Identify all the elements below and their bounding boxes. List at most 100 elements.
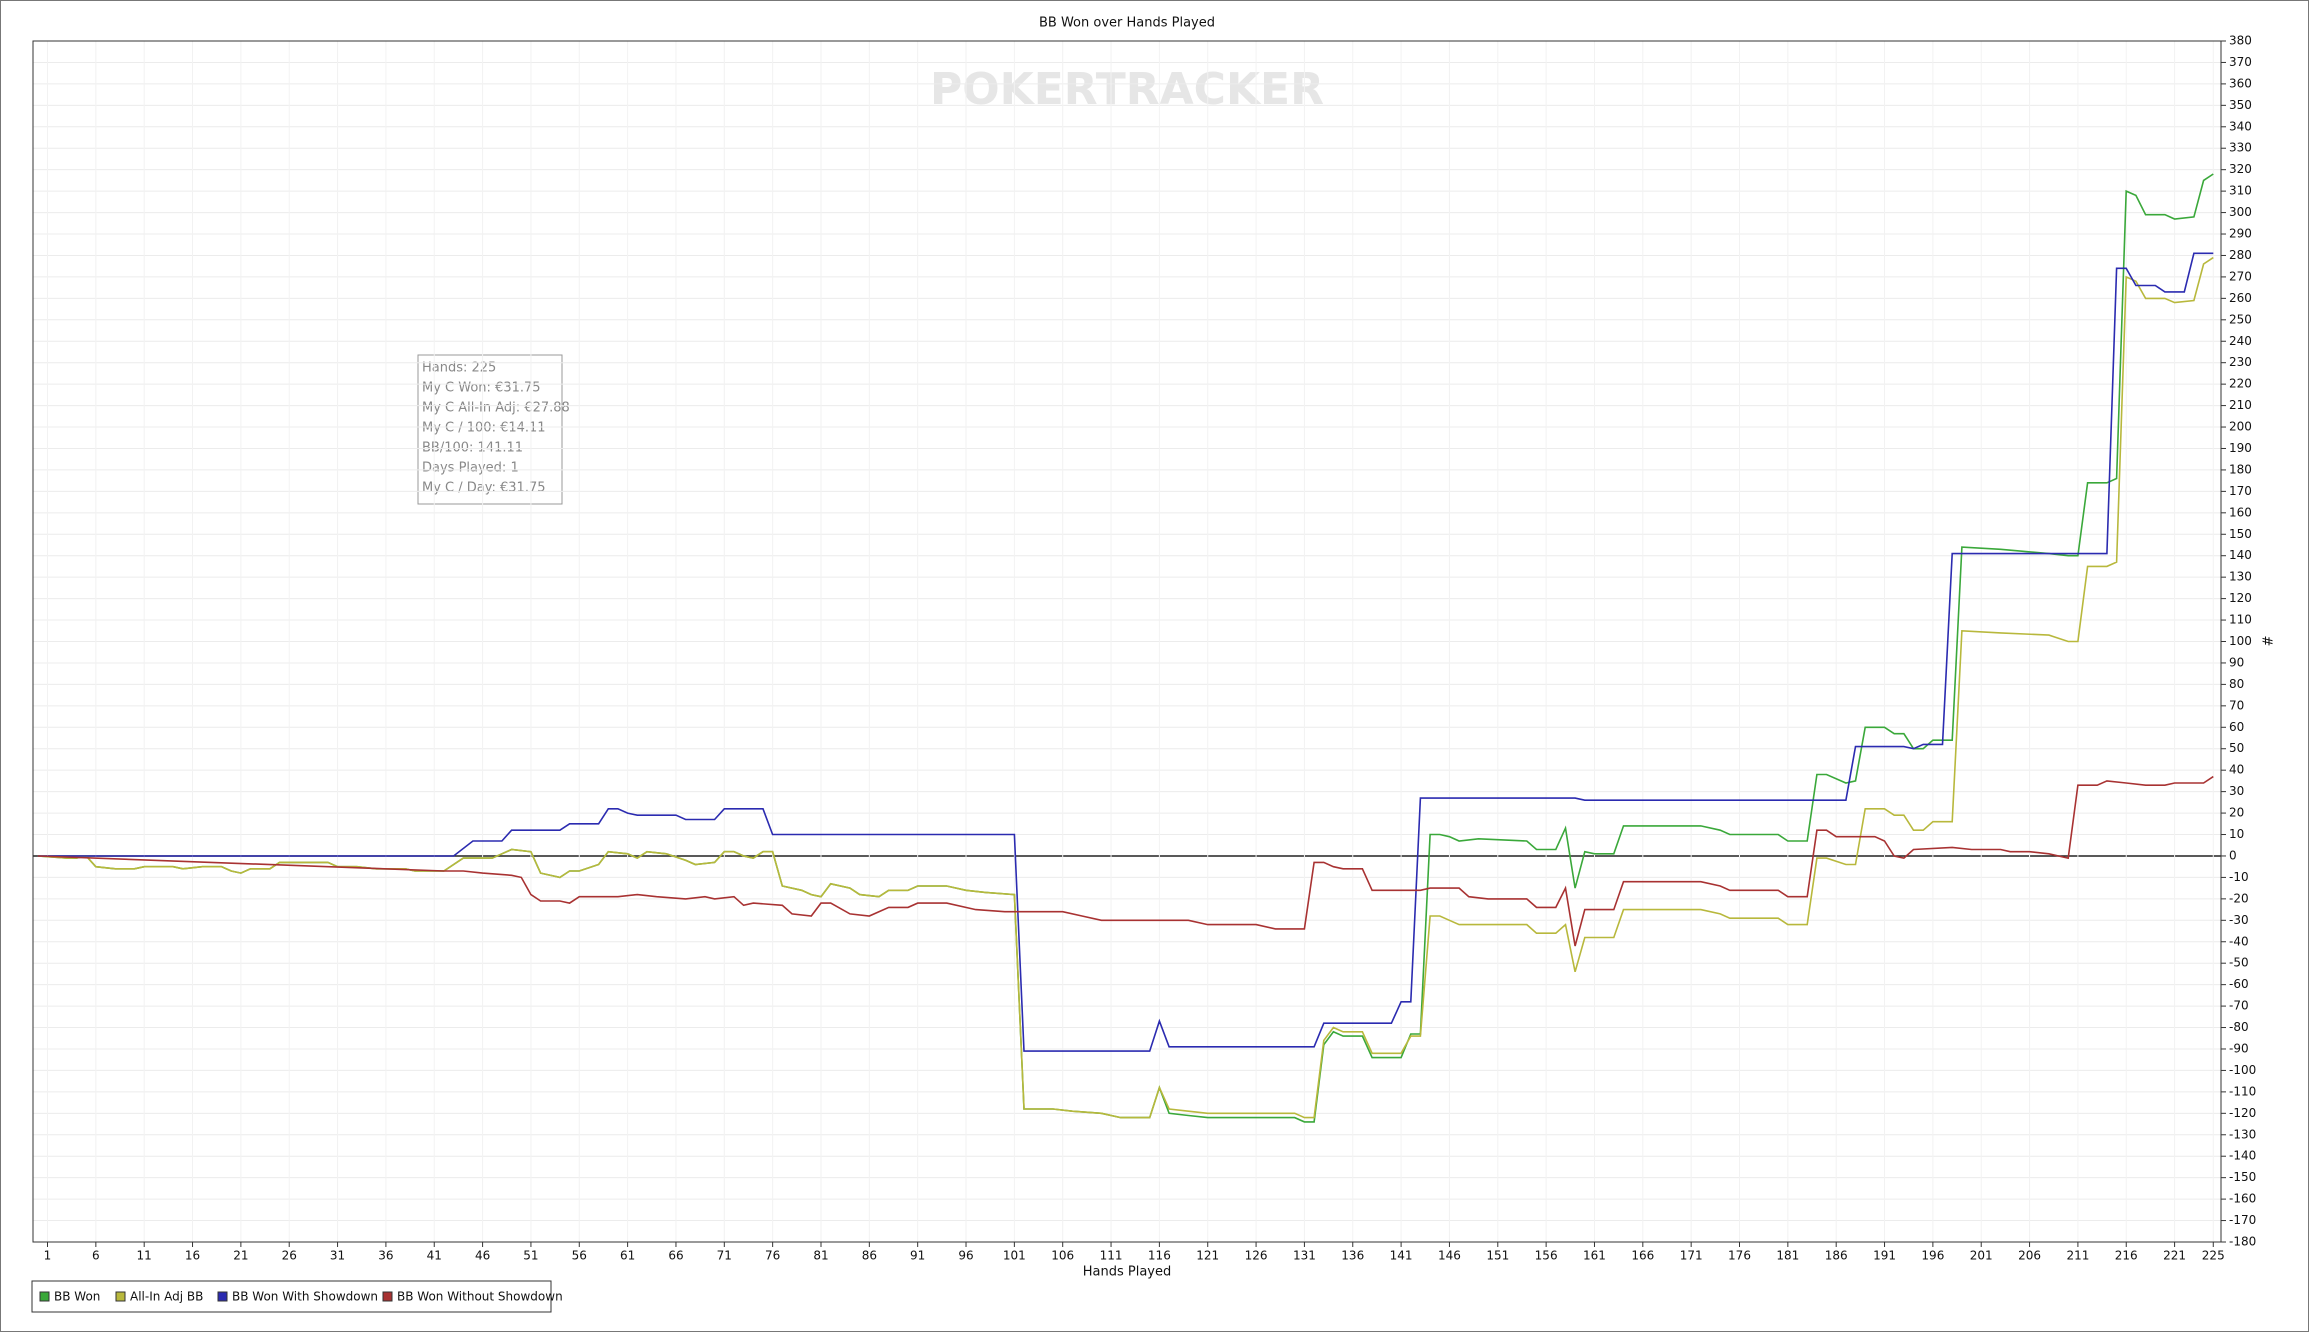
y-tick-label: 170 bbox=[2229, 484, 2252, 498]
tooltip: Hands: 225 My C Won: €31.75 My C All-In Ad… bbox=[417, 354, 570, 505]
y-tick-label: -120 bbox=[2229, 1106, 2256, 1120]
y-tick-label: 100 bbox=[2229, 634, 2252, 648]
y-tick-label: 370 bbox=[2229, 55, 2252, 69]
y-tick-label: 380 bbox=[2229, 34, 2252, 48]
x-tick-label: 46 bbox=[475, 1249, 490, 1263]
x-tick-label: 31 bbox=[330, 1249, 345, 1263]
tooltip-line: My C / 100: €14.11 bbox=[422, 421, 546, 436]
x-tick-label: 201 bbox=[1970, 1249, 1993, 1263]
x-tick-label: 196 bbox=[1921, 1249, 1944, 1263]
y-tick-label: 160 bbox=[2229, 505, 2252, 519]
tooltip-line: My C / Day: €31.75 bbox=[422, 481, 546, 496]
x-tick-label: 151 bbox=[1486, 1249, 1509, 1263]
y-tick-label: -110 bbox=[2229, 1084, 2256, 1098]
legend-swatch bbox=[39, 1291, 50, 1302]
x-tick-label: 6 bbox=[92, 1249, 100, 1263]
x-tick-label: 171 bbox=[1680, 1249, 1703, 1263]
x-tick-label: 221 bbox=[2163, 1249, 2186, 1263]
series-line bbox=[37, 252, 2214, 1052]
y-tick-label: 300 bbox=[2229, 205, 2252, 219]
x-tick-label: 131 bbox=[1293, 1249, 1316, 1263]
x-tick-label: 216 bbox=[2115, 1249, 2138, 1263]
plot-frame bbox=[32, 40, 2222, 1243]
legend: BB Won All-In Adj BB BB Won With Showdown B… bbox=[31, 1280, 563, 1313]
y-tick-label: 150 bbox=[2229, 527, 2252, 541]
x-tick-label: 156 bbox=[1535, 1249, 1558, 1263]
x-tick-label: 1 bbox=[44, 1249, 52, 1263]
y-tick-label: 30 bbox=[2229, 784, 2244, 798]
x-tick-label: 56 bbox=[572, 1249, 587, 1263]
y-tick-label: -130 bbox=[2229, 1127, 2256, 1141]
y-tick-label: -140 bbox=[2229, 1149, 2256, 1163]
tooltip-line: My C Won: €31.75 bbox=[422, 381, 541, 396]
x-tick-label: 126 bbox=[1245, 1249, 1268, 1263]
y-tick-label: 290 bbox=[2229, 227, 2252, 241]
y-tick-label: 280 bbox=[2229, 248, 2252, 262]
y-tick-label: -30 bbox=[2229, 913, 2249, 927]
y-axis-label: # bbox=[2259, 636, 2274, 647]
y-tick-label: 60 bbox=[2229, 720, 2244, 734]
x-tick-label: 101 bbox=[1003, 1249, 1026, 1263]
x-tick-label: 81 bbox=[813, 1249, 828, 1263]
x-tick-label: 71 bbox=[717, 1249, 732, 1263]
legend-box bbox=[31, 1280, 552, 1313]
x-tick-label: 26 bbox=[282, 1249, 297, 1263]
y-tick-label: -80 bbox=[2229, 1020, 2249, 1034]
x-tick-label: 16 bbox=[185, 1249, 200, 1263]
y-tick-label: 40 bbox=[2229, 763, 2244, 777]
x-tick-label: 206 bbox=[2018, 1249, 2041, 1263]
y-tick-label: 360 bbox=[2229, 76, 2252, 90]
y-tick-label: 0 bbox=[2229, 848, 2237, 862]
chart-title: BB Won over Hands Played bbox=[1039, 16, 1215, 31]
legend-label: BB Won Without Showdown bbox=[397, 1290, 563, 1304]
x-tick-label: 141 bbox=[1390, 1249, 1413, 1263]
x-tick-label: 191 bbox=[1873, 1249, 1896, 1263]
x-tick-label: 106 bbox=[1051, 1249, 1074, 1263]
y-tick-label: 120 bbox=[2229, 591, 2252, 605]
x-tick-label: 111 bbox=[1100, 1249, 1123, 1263]
y-tick-label: 230 bbox=[2229, 355, 2252, 369]
x-tick-label: 61 bbox=[620, 1249, 635, 1263]
legend-label: BB Won With Showdown bbox=[232, 1290, 378, 1304]
y-tick-label: 110 bbox=[2229, 613, 2252, 627]
y-tick-label: 240 bbox=[2229, 334, 2252, 348]
y-tick-label: 210 bbox=[2229, 398, 2252, 412]
x-tick-label: 186 bbox=[1825, 1249, 1848, 1263]
legend-swatch bbox=[217, 1291, 228, 1302]
tooltip-line: Days Played: 1 bbox=[422, 461, 519, 476]
x-tick-label: 146 bbox=[1438, 1249, 1461, 1263]
y-tick-label: 50 bbox=[2229, 741, 2244, 755]
x-tick-label: 176 bbox=[1728, 1249, 1751, 1263]
y-tick-label: 190 bbox=[2229, 441, 2252, 455]
x-tick-label: 96 bbox=[958, 1249, 973, 1263]
y-tick-label: 350 bbox=[2229, 98, 2252, 112]
y-tick-label: 180 bbox=[2229, 462, 2252, 476]
x-tick-label: 86 bbox=[862, 1249, 877, 1263]
watermark: POKERTRACKER bbox=[930, 64, 1324, 115]
y-tick-label: 80 bbox=[2229, 677, 2244, 691]
y-tick-label: 220 bbox=[2229, 377, 2252, 391]
y-tick-label: -60 bbox=[2229, 977, 2249, 991]
x-tick-label: 11 bbox=[137, 1249, 152, 1263]
y-tick-label: 70 bbox=[2229, 698, 2244, 712]
y-tick-label: -100 bbox=[2229, 1063, 2256, 1077]
tooltip-line: My C All-In Adj: €27.88 bbox=[422, 401, 570, 416]
x-tick-label: 51 bbox=[523, 1249, 538, 1263]
y-tick-label: -50 bbox=[2229, 956, 2249, 970]
y-tick-label: 140 bbox=[2229, 548, 2252, 562]
x-tick-label: 121 bbox=[1196, 1249, 1219, 1263]
y-tick-label: 20 bbox=[2229, 806, 2244, 820]
y-tick-label: -90 bbox=[2229, 1041, 2249, 1055]
legend-label: BB Won bbox=[54, 1290, 100, 1304]
y-tick-label: -20 bbox=[2229, 891, 2249, 905]
y-tick-label: 270 bbox=[2229, 269, 2252, 283]
x-tick-label: 91 bbox=[910, 1249, 925, 1263]
y-tick-label: -40 bbox=[2229, 934, 2249, 948]
x-axis-label: Hands Played bbox=[1083, 1265, 1172, 1280]
y-tick-label: -150 bbox=[2229, 1170, 2256, 1184]
legend-label: All-In Adj BB bbox=[130, 1290, 203, 1304]
x-tick-label: 116 bbox=[1148, 1249, 1171, 1263]
